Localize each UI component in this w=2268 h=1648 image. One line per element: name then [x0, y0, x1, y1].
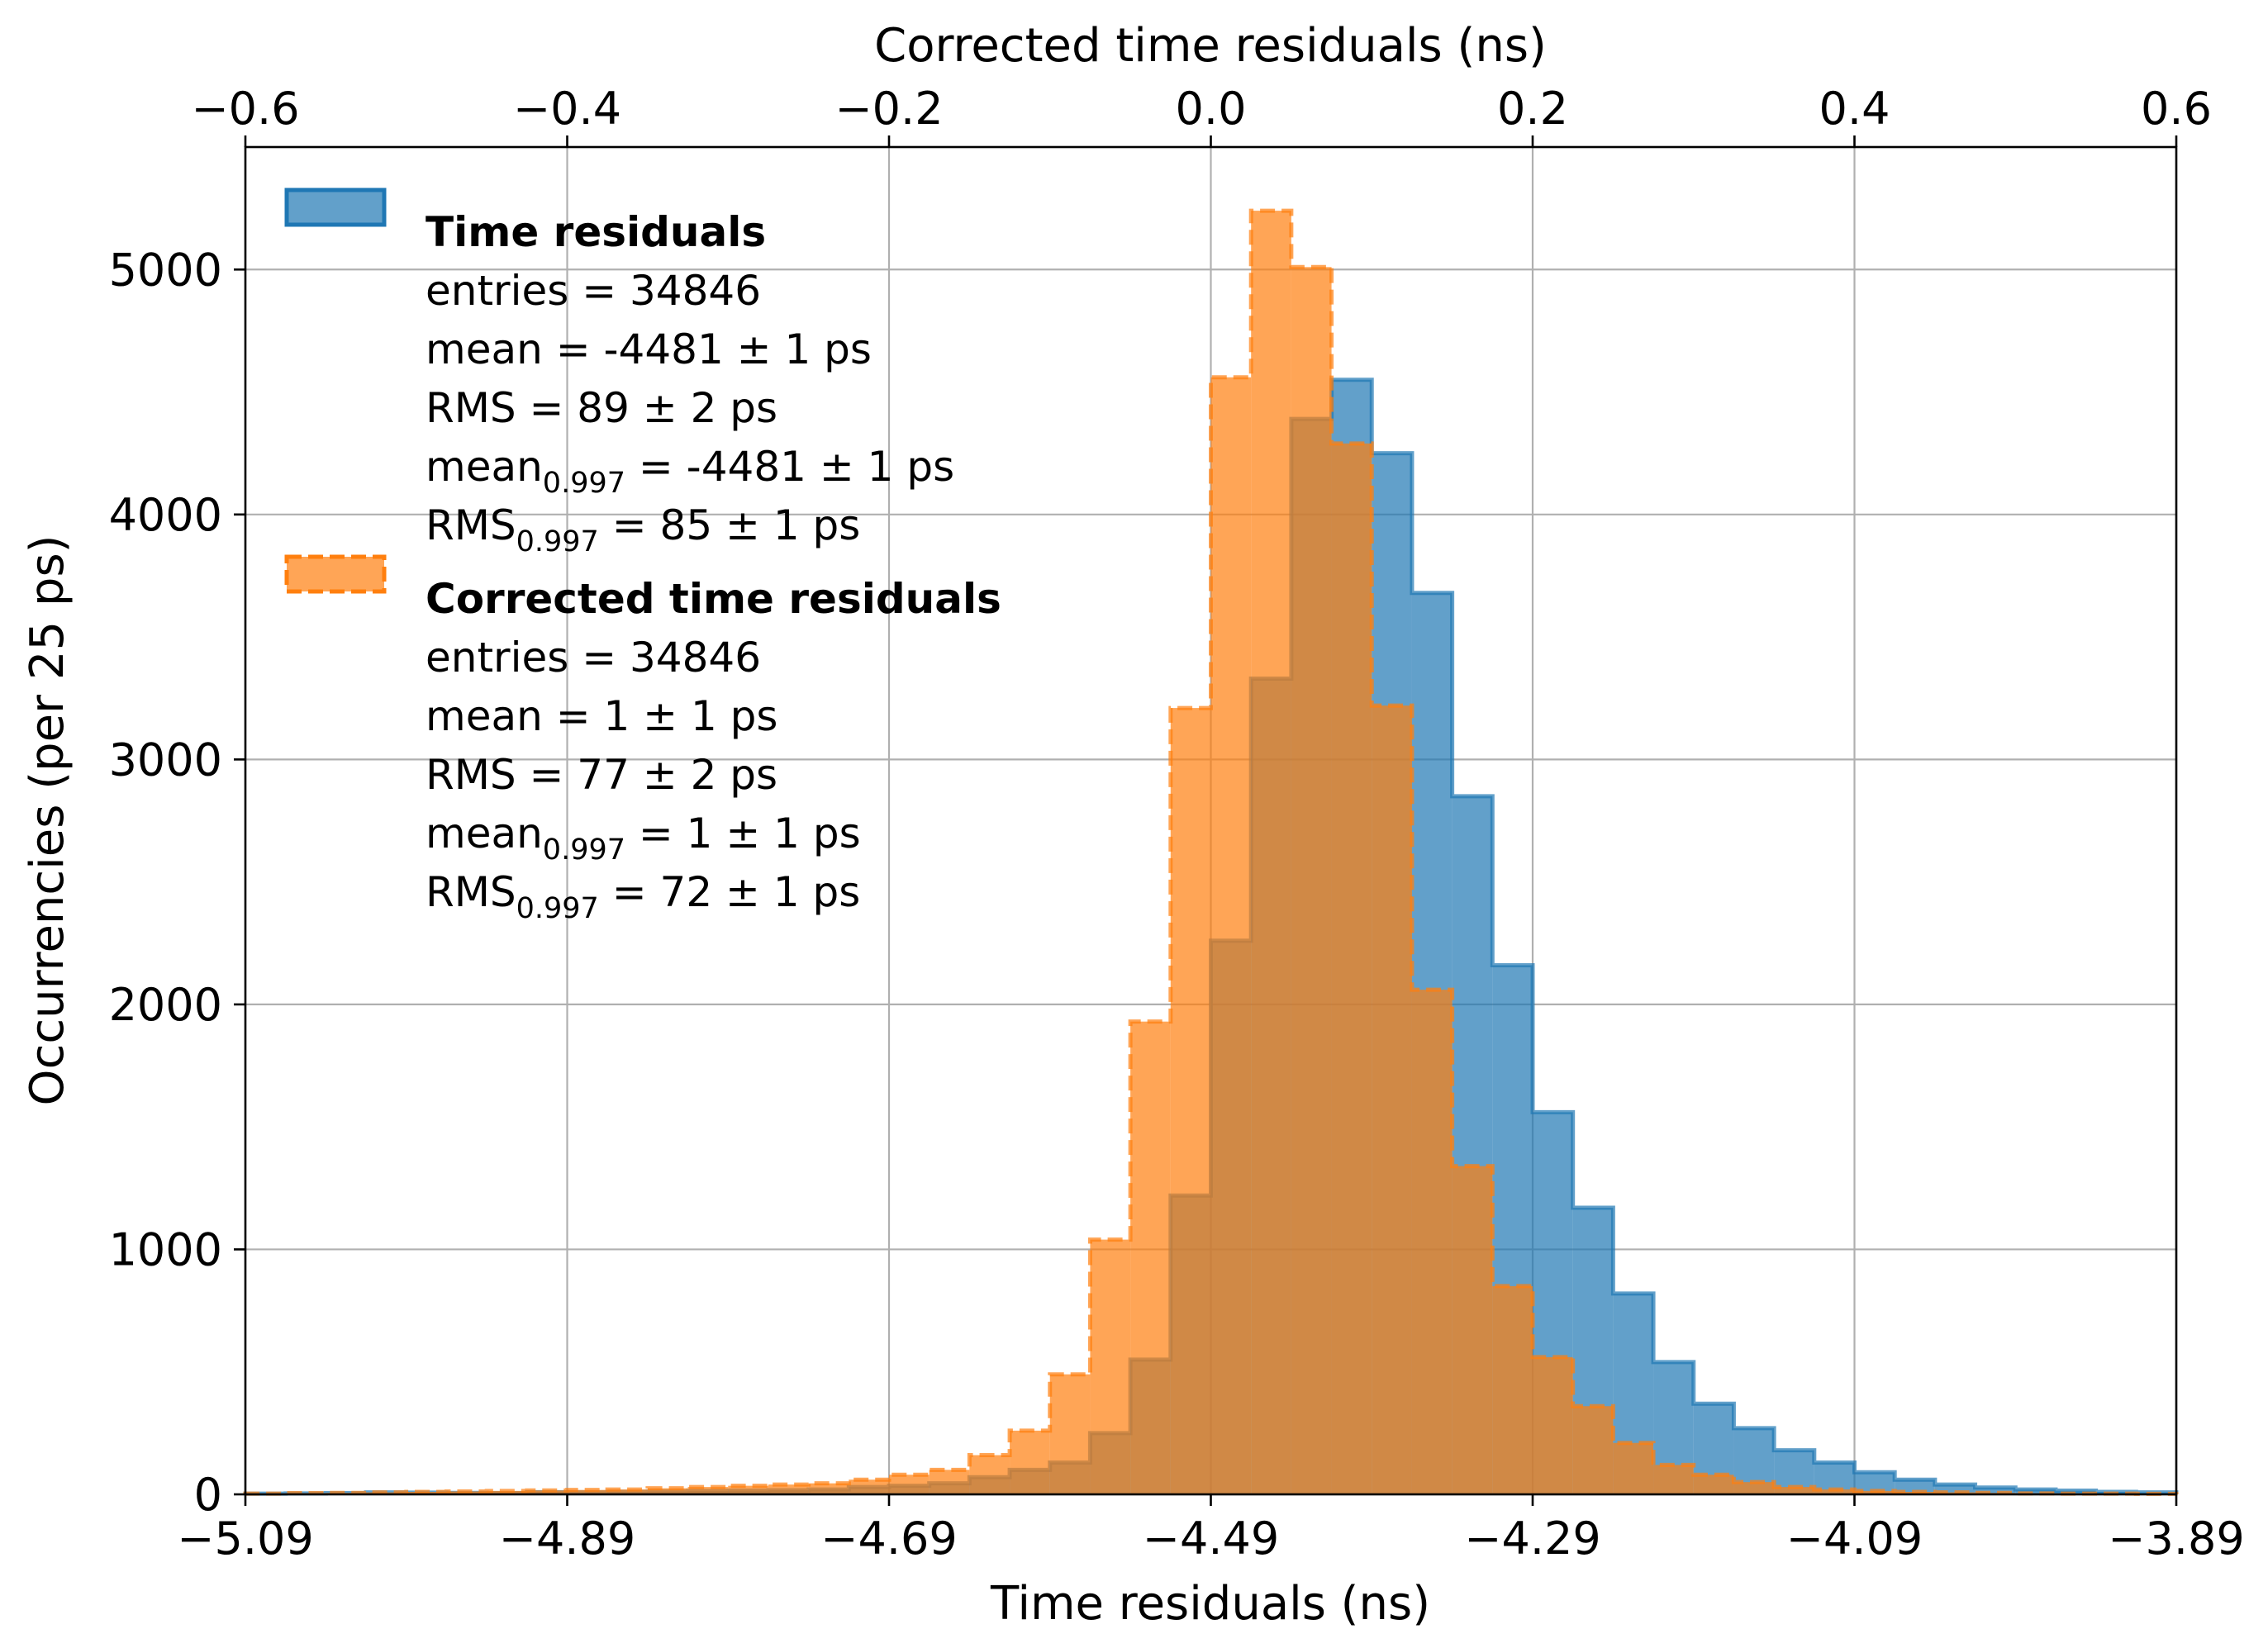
- legend-stat-name: mean: [426, 443, 543, 491]
- legend-title: Corrected time residuals: [426, 575, 1001, 623]
- x-tick-label: −4.09: [1786, 1513, 1923, 1565]
- histogram-bar: [1010, 1430, 1050, 1494]
- histogram-bar: [1411, 990, 1453, 1494]
- x-tick-label: −4.89: [499, 1513, 635, 1565]
- histogram-bar: [808, 1483, 849, 1494]
- legend-entry-time-residuals: Time residuals entries = 34846 mean = -448…: [284, 188, 954, 558]
- legend-swatch: [284, 188, 387, 227]
- legend-swatch: [284, 554, 387, 594]
- y-tick-label: 0: [194, 1469, 222, 1521]
- legend-stat-line: mean = 1 ± 1 ps: [426, 692, 777, 740]
- histogram-bar: [1533, 1356, 1573, 1494]
- histogram-bar: [1572, 1406, 1614, 1494]
- legend-stat-value: = 85 ± 1 ps: [599, 501, 860, 549]
- histogram-bar: [1251, 211, 1291, 1495]
- legend-stat-line: mean0.997 = 1 ± 1 ps: [426, 810, 861, 867]
- y-tick-label: 3000: [109, 734, 222, 786]
- legend: Time residuals entries = 34846 mean = -448…: [284, 188, 1001, 925]
- legend-stat-line: mean0.997 = -4481 ± 1 ps: [426, 443, 954, 500]
- x-tick-label: −4.69: [820, 1513, 957, 1565]
- y-tick-label: 2000: [109, 979, 222, 1031]
- legend-stat-value: = 1 ± 1 ps: [625, 810, 861, 857]
- legend-stat-line: RMS0.997 = 85 ± 1 ps: [426, 501, 860, 558]
- x2-tick-label: 0.4: [1819, 83, 1890, 135]
- legend-stat-line: RMS = 89 ± 2 ps: [426, 384, 777, 432]
- histogram-bar: [1210, 377, 1252, 1495]
- legend-stat-value: = -4481 ± 1 ps: [625, 443, 954, 491]
- x2-tick-label: 0.0: [1176, 83, 1247, 135]
- histogram-bar: [1170, 708, 1211, 1494]
- legend-stat-line: RMS = 77 ± 2 ps: [426, 751, 777, 799]
- y-axis-label: Occurrencies (per 25 ps): [21, 534, 74, 1105]
- histogram-bar: [1774, 1487, 1814, 1494]
- legend-stat-line: entries = 34846: [426, 634, 761, 682]
- x-tick-label: −4.49: [1143, 1513, 1279, 1565]
- histogram-series: [243, 208, 2179, 1496]
- y-tick-label: 5000: [109, 244, 222, 296]
- legend-stat-line: RMS0.997 = 72 ± 1 ps: [426, 868, 860, 925]
- legend-stat-subscript: 0.997: [543, 467, 625, 500]
- x2-axis-label: Corrected time residuals (ns): [874, 19, 1547, 73]
- histogram-bar: [1492, 1285, 1533, 1494]
- legend-stat-value: = 72 ± 1 ps: [599, 868, 860, 916]
- legend-stat-name: RMS: [426, 868, 516, 916]
- legend-entry-corrected-time-residuals: Corrected time residuals entries = 34846 m…: [284, 554, 1001, 925]
- legend-stat-subscript: 0.997: [543, 833, 625, 867]
- histogram-bar: [2015, 1489, 2056, 1494]
- histogram-bar: [1049, 1374, 1091, 1494]
- histogram-bar: [687, 1487, 729, 1494]
- histogram-bar: [1613, 1442, 1654, 1494]
- histogram-bar: [1331, 443, 1372, 1494]
- histogram-bar: [1452, 1166, 1493, 1494]
- legend-stat-subscript: 0.997: [516, 892, 599, 925]
- histogram-bar: [969, 1455, 1010, 1494]
- histogram-bar: [1653, 1465, 1694, 1494]
- legend-stat-subscript: 0.997: [516, 525, 599, 558]
- x2-tick-label: −0.6: [191, 83, 299, 135]
- series-corrected-time-residuals: [243, 208, 2179, 1496]
- histogram-bar: [1372, 705, 1412, 1494]
- histogram-bar: [768, 1484, 809, 1494]
- histogram-bar: [849, 1479, 889, 1494]
- legend-stat-name: RMS: [426, 501, 516, 549]
- histogram-bar: [728, 1485, 768, 1494]
- x2-tick-label: 0.6: [2141, 83, 2212, 135]
- histogram-bar: [1975, 1487, 2016, 1494]
- x-tick-label: −5.09: [177, 1513, 313, 1565]
- legend-stat-line: entries = 34846: [426, 267, 761, 315]
- histogram-bar: [1934, 1484, 1976, 1494]
- legend-stat-name: mean: [426, 810, 543, 857]
- x2-tick-label: −0.4: [513, 83, 621, 135]
- histogram-bar: [1693, 1475, 1734, 1494]
- y-tick-label: 4000: [109, 489, 222, 541]
- histogram-bar: [567, 1489, 608, 1494]
- histogram-outline: [243, 208, 2179, 1496]
- histogram-bar: [607, 1489, 648, 1494]
- histogram-bar: [647, 1488, 688, 1494]
- histogram-bar: [1090, 1239, 1131, 1494]
- legend-title: Time residuals: [426, 208, 766, 256]
- histogram-bar: [889, 1475, 930, 1494]
- x-tick-label: −3.89: [2108, 1513, 2244, 1565]
- histogram-bar: [1814, 1489, 1855, 1494]
- legend-stat-line: mean = -4481 ± 1 ps: [426, 325, 872, 373]
- histogram-bar: [1130, 1021, 1171, 1494]
- x2-tick-label: −0.2: [834, 83, 943, 135]
- x-axis-label: Time residuals (ns): [990, 1577, 1430, 1631]
- histogram-bar: [929, 1470, 970, 1494]
- axis-ticks: −5.09 −4.89 −4.69 −4.49 −4.29 −4.09 −3.89 −0.6 −…: [109, 83, 2245, 1565]
- y-tick-label: 1000: [109, 1223, 222, 1275]
- histogram-bar: [1291, 267, 1332, 1495]
- x-tick-label: −4.29: [1464, 1513, 1600, 1565]
- x2-tick-label: 0.2: [1497, 83, 1568, 135]
- histogram-bar: [1733, 1482, 1775, 1494]
